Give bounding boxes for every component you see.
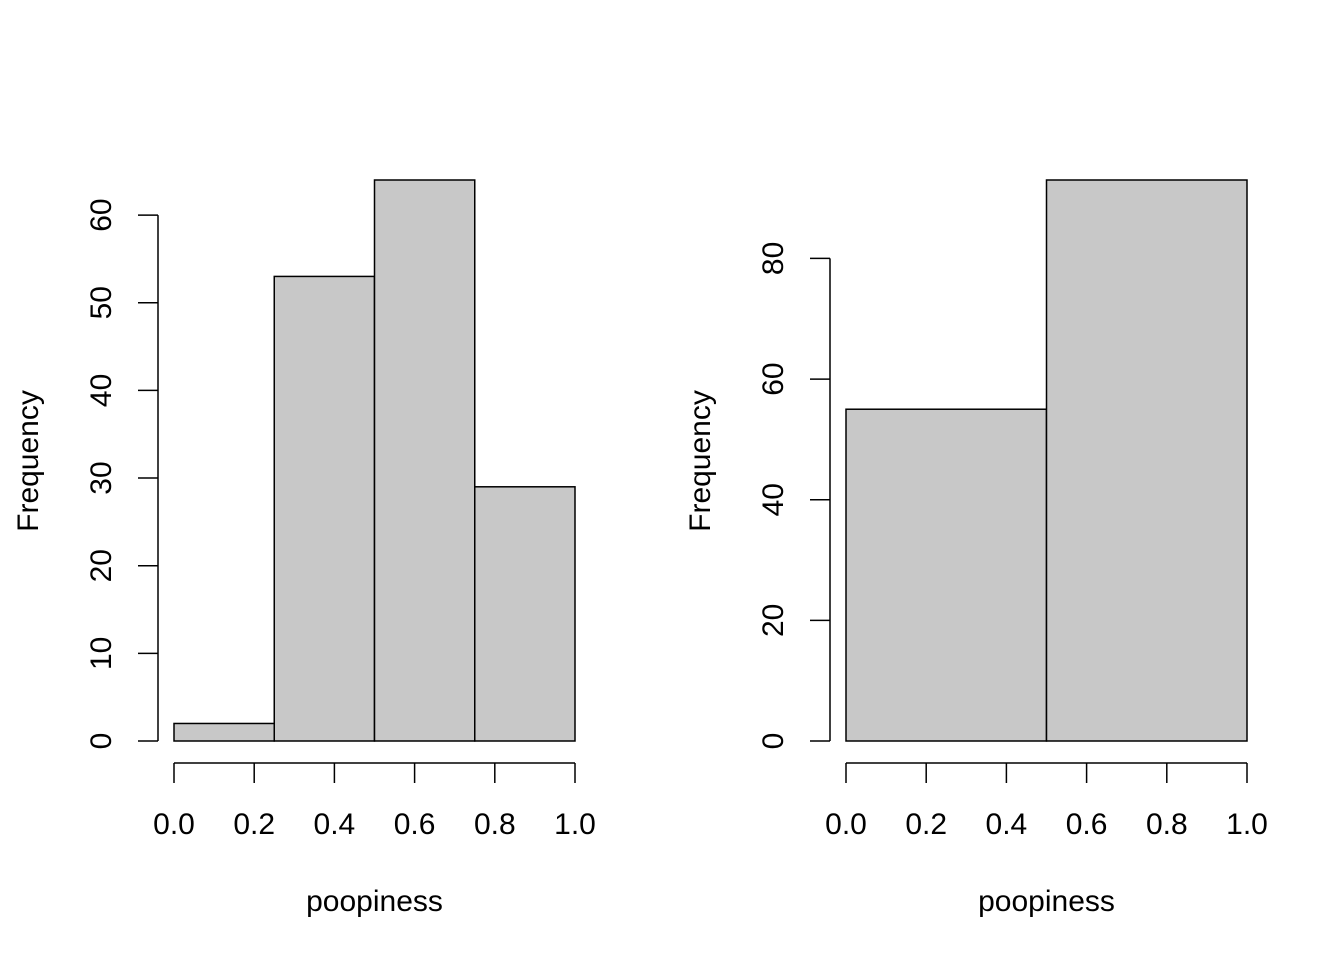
x-tick-label: 0.6 xyxy=(394,808,436,841)
y-tick-label: 40 xyxy=(757,483,790,516)
histogram-bar xyxy=(173,722,275,742)
x-tick-label: 1.0 xyxy=(554,808,596,841)
x-tick-label: 0.6 xyxy=(1066,808,1108,841)
x-tick-label: 0.8 xyxy=(1146,808,1188,841)
y-tick-label: 40 xyxy=(85,374,118,407)
histogram-bar xyxy=(1045,179,1248,742)
x-tick-label: 0.2 xyxy=(905,808,947,841)
y-tick-label: 60 xyxy=(85,198,118,231)
y-tick-label: 0 xyxy=(757,733,790,750)
y-tick-label: 20 xyxy=(757,604,790,637)
x-tick-label: 0.0 xyxy=(825,808,867,841)
histogram-bar xyxy=(845,408,1048,742)
histogram-panel-2: 0.0 0.2 0.4 0.6 0.8 1.0 0 20 40 60 80 poopiness Freq… xyxy=(684,179,1268,918)
y-axis-title: Frequency xyxy=(684,390,717,532)
y-tick-label: 80 xyxy=(757,242,790,275)
x-tick-label: 1.0 xyxy=(1226,808,1268,841)
x-tick-label: 0.8 xyxy=(474,808,516,841)
x-tick-label: 0.4 xyxy=(314,808,356,841)
y-axis-title: Frequency xyxy=(12,390,45,532)
histogram-bar xyxy=(373,179,476,742)
x-axis-title: poopiness xyxy=(306,885,443,918)
y-tick-label: 20 xyxy=(85,549,118,582)
y-tick-label: 60 xyxy=(757,362,790,395)
histogram-panel-1: 0.0 0.2 0.4 0.6 0.8 1.0 0 10 20 30 40 50 60 poopiness… xyxy=(12,179,596,918)
y-tick-label: 10 xyxy=(85,637,118,670)
x-axis-title: poopiness xyxy=(978,885,1115,918)
y-tick-label: 0 xyxy=(85,733,118,750)
x-tick-label: 0.4 xyxy=(986,808,1028,841)
x-tick-label: 0.2 xyxy=(233,808,275,841)
y-tick-label: 50 xyxy=(85,286,118,319)
histogram-bar xyxy=(474,486,576,742)
histogram-bar xyxy=(273,275,376,742)
x-tick-label: 0.0 xyxy=(153,808,195,841)
y-tick-label: 30 xyxy=(85,461,118,494)
